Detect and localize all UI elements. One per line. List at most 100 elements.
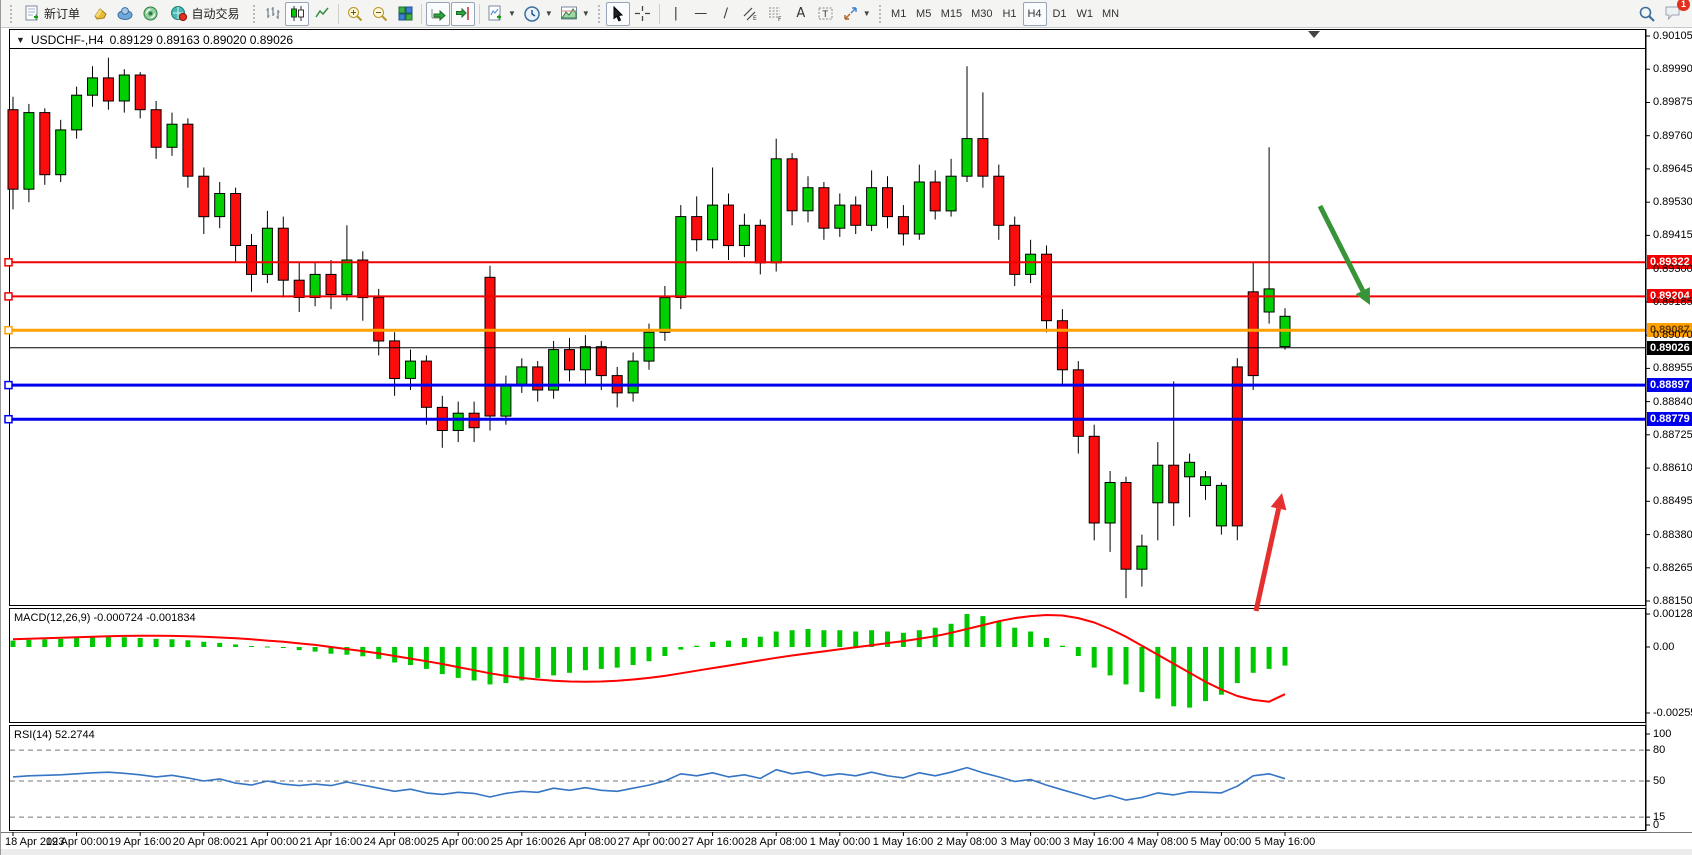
horizontal-line-button[interactable]: — [689, 2, 713, 26]
price-axis-tick: 0.88265 [1653, 562, 1692, 574]
autoscroll-button[interactable] [426, 1, 450, 26]
time-axis-label: 20 Apr 08:00 [172, 836, 236, 848]
chart-header: ▼ USDCHF-,H4 0.89129 0.89163 0.89020 0.8… [9, 29, 1646, 49]
collapse-arrow-icon[interactable]: ▼ [16, 34, 25, 45]
autotrading-button[interactable]: 自动交易 [163, 2, 247, 26]
time-axis-label: 25 Apr 16:00 [490, 836, 554, 848]
trendline-button[interactable]: ∕ [714, 2, 738, 26]
time-axis-label: 18 Apr 2023 [5, 836, 65, 848]
toolbar-grip[interactable] [8, 4, 13, 23]
time-axis[interactable] [1, 832, 1692, 849]
time-axis-label: 5 May 00:00 [1190, 836, 1252, 848]
text-button[interactable]: A [789, 2, 813, 26]
time-axis-label: 3 May 16:00 [1063, 836, 1125, 848]
time-axis-label: 19 Apr 00:00 [45, 836, 109, 848]
timeframe-toolbar: M1 M5 M15 M30 H1 H4 D1 W1 MN [887, 1, 1123, 26]
tile-windows-button[interactable] [393, 2, 417, 26]
time-axis-label: 25 Apr 00:00 [426, 836, 490, 848]
line-chart-icon [314, 7, 329, 18]
fibonacci-button[interactable]: F [764, 2, 788, 26]
time-axis-label: 4 May 08:00 [1127, 836, 1189, 848]
price-axis-tick: 0.89070 [1653, 329, 1692, 341]
cursor-button[interactable] [605, 1, 630, 26]
timeframe-button-h1[interactable]: H1 [998, 2, 1022, 26]
rsi-panel-canvas[interactable]: RSI(14) 52.2744 [9, 725, 1646, 831]
mql5-community-button[interactable] [113, 2, 137, 26]
toolbar-grip[interactable] [251, 4, 256, 23]
new-order-icon [25, 5, 38, 21]
main-chart-canvas[interactable] [9, 48, 1646, 606]
new-order-button[interactable]: 新订单 [17, 2, 87, 26]
bar-chart-button[interactable] [260, 2, 284, 26]
price-axis-tick: 0.88840 [1653, 396, 1692, 408]
price-axis-tick: 0.88725 [1653, 429, 1692, 441]
signals-button[interactable] [138, 2, 162, 26]
price-axis-tick: 0.88610 [1653, 462, 1692, 474]
price-tag-0.89204: 0.89204 [1647, 289, 1692, 303]
timeframe-button-m30[interactable]: M30 [967, 2, 996, 26]
templates-button[interactable]: ▼ [557, 2, 593, 26]
price-axis-tick: 0.89645 [1653, 163, 1692, 175]
time-axis-label: 19 Apr 16:00 [108, 836, 172, 848]
horizontal-line-icon: — [694, 6, 708, 21]
time-axis-label: 21 Apr 16:00 [299, 836, 363, 848]
price-axis-tick: 0.89990 [1653, 63, 1692, 75]
chart-shift-button[interactable] [451, 1, 475, 26]
price-axis-tick: 0.89185 [1653, 296, 1692, 308]
time-axis-label: 27 Apr 00:00 [617, 836, 681, 848]
timeframe-button-m1[interactable]: M1 [887, 2, 911, 26]
indicators-button[interactable]: ▼ [484, 2, 519, 26]
timeframe-button-w1[interactable]: W1 [1073, 2, 1098, 26]
zoom-in-icon [348, 6, 363, 21]
timeframe-button-mn[interactable]: MN [1098, 2, 1123, 26]
time-axis-label: 28 Apr 08:00 [744, 836, 808, 848]
timeframe-button-m5[interactable]: M5 [912, 2, 936, 26]
price-tag-0.89087: 0.89087 [1647, 323, 1692, 337]
market-button[interactable] [88, 2, 112, 26]
zoom-in-button[interactable] [343, 2, 367, 26]
price-axis[interactable] [1646, 29, 1692, 831]
autoscroll-icon [431, 9, 446, 22]
text-label-button[interactable]: T [814, 2, 838, 26]
zoom-out-icon [373, 6, 388, 21]
line-chart-button[interactable] [310, 2, 334, 26]
timeframe-button-d1[interactable]: D1 [1048, 2, 1072, 26]
timeframe-button-h4[interactable]: H4 [1022, 1, 1047, 26]
svg-text:F: F [778, 16, 782, 22]
chevron-down-icon: ▼ [508, 9, 516, 18]
signals-icon [143, 6, 157, 21]
time-axis-label: 1 May 00:00 [809, 836, 871, 848]
crosshair-button[interactable] [631, 2, 655, 26]
chevron-down-icon: ▼ [862, 9, 871, 18]
chevron-down-icon: ▼ [581, 9, 590, 18]
toolbar: 新订单 [1, 0, 1692, 28]
auto-trading-label: 自动交易 [191, 7, 240, 21]
arrows-tool-button[interactable]: ▼ [839, 2, 874, 26]
price-axis-tick: 0.89415 [1653, 229, 1692, 241]
price-axis-tick: 0.88955 [1653, 362, 1692, 374]
toolbar-grip[interactable] [596, 4, 602, 23]
equidistant-channel-button[interactable]: E [739, 2, 763, 26]
autotrading-icon [171, 6, 188, 22]
periods-button[interactable]: ▼ [520, 2, 556, 26]
price-axis-tick: 0.89300 [1653, 263, 1692, 275]
time-axis-label: 24 Apr 08:00 [363, 836, 427, 848]
macd-panel-canvas[interactable]: MACD(12,26,9) -0.000724 -0.001834 [9, 608, 1646, 723]
new-order-label: 新订单 [43, 7, 80, 21]
periods-clock-icon [524, 5, 540, 22]
chart-shift-icon [455, 7, 469, 20]
time-axis-label: 26 Apr 08:00 [553, 836, 617, 848]
search-icon[interactable] [1638, 5, 1656, 23]
chevron-down-icon: ▼ [544, 9, 553, 18]
candlestick-chart-button[interactable] [285, 1, 309, 26]
macd-axis-tick: 0.00128 [1653, 608, 1692, 620]
arrows-tool-icon [844, 7, 857, 20]
timeframe-button-m15[interactable]: M15 [937, 2, 966, 26]
vertical-line-button[interactable]: | [664, 2, 688, 26]
chat-button[interactable]: 1 [1664, 0, 1690, 24]
zoom-out-button[interactable] [368, 2, 392, 26]
cursor-icon [613, 5, 623, 21]
price-axis-tick: 0.88150 [1653, 595, 1692, 607]
toolbar-grip[interactable] [877, 4, 883, 23]
time-axis-label: 1 May 16:00 [872, 836, 934, 848]
